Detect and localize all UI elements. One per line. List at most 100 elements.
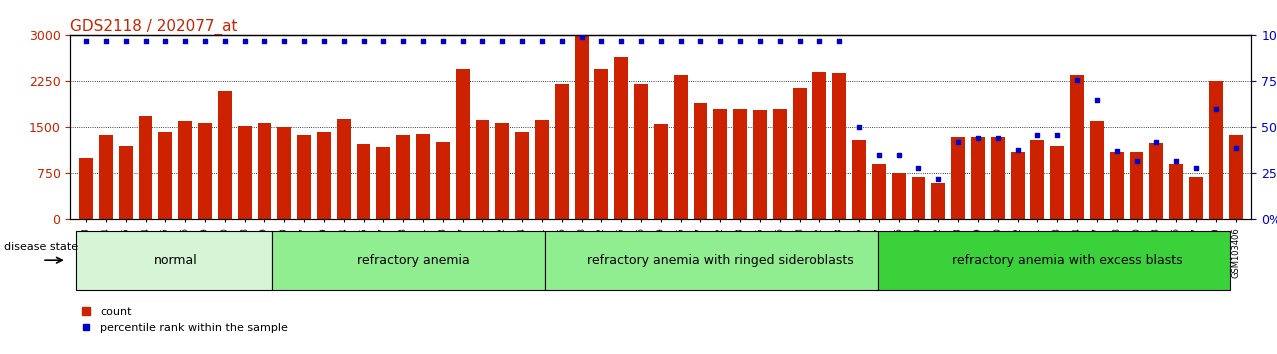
Point bbox=[314, 38, 335, 44]
Bar bbox=[872, 164, 886, 219]
Point bbox=[1166, 158, 1186, 164]
Point bbox=[1147, 139, 1167, 145]
Bar bbox=[396, 135, 410, 219]
Point bbox=[215, 38, 235, 44]
Point bbox=[373, 38, 393, 44]
Bar bbox=[912, 177, 926, 219]
Point bbox=[235, 38, 255, 44]
Bar bbox=[1228, 135, 1243, 219]
Point bbox=[691, 38, 711, 44]
Text: refractory anemia: refractory anemia bbox=[356, 254, 470, 267]
Bar bbox=[951, 137, 965, 219]
Text: GDS2118 / 202077_at: GDS2118 / 202077_at bbox=[70, 19, 238, 35]
Bar bbox=[475, 120, 489, 219]
Bar bbox=[1091, 121, 1103, 219]
Bar bbox=[435, 142, 450, 219]
Point bbox=[651, 38, 672, 44]
Point bbox=[789, 38, 810, 44]
Point bbox=[948, 139, 968, 145]
Bar bbox=[852, 140, 866, 219]
Point bbox=[354, 38, 374, 44]
Point bbox=[472, 38, 493, 44]
Point bbox=[433, 38, 453, 44]
Bar bbox=[1050, 146, 1064, 219]
Bar bbox=[456, 69, 470, 219]
Point bbox=[829, 38, 849, 44]
Bar bbox=[891, 173, 905, 219]
Bar bbox=[635, 85, 647, 219]
Bar bbox=[793, 87, 807, 219]
Point bbox=[1027, 132, 1047, 138]
Point bbox=[571, 34, 591, 40]
Bar bbox=[416, 134, 430, 219]
Point bbox=[631, 38, 651, 44]
Point bbox=[175, 38, 195, 44]
Point bbox=[96, 38, 116, 44]
FancyBboxPatch shape bbox=[272, 231, 545, 290]
Bar bbox=[654, 124, 668, 219]
Point bbox=[1205, 106, 1226, 112]
Point bbox=[115, 38, 135, 44]
Bar bbox=[1110, 152, 1124, 219]
Bar bbox=[1189, 177, 1203, 219]
Bar bbox=[773, 109, 787, 219]
Point bbox=[770, 38, 790, 44]
Bar bbox=[753, 110, 767, 219]
Point bbox=[1186, 165, 1207, 171]
Bar bbox=[971, 137, 985, 219]
Bar bbox=[1149, 143, 1163, 219]
Bar bbox=[595, 69, 608, 219]
FancyBboxPatch shape bbox=[877, 231, 1230, 290]
Bar bbox=[812, 72, 826, 219]
Point bbox=[333, 38, 354, 44]
Bar bbox=[1031, 140, 1045, 219]
Legend: count, percentile rank within the sample: count, percentile rank within the sample bbox=[75, 303, 292, 337]
Bar bbox=[198, 122, 212, 219]
Bar bbox=[1170, 164, 1183, 219]
Point bbox=[452, 38, 472, 44]
Point bbox=[195, 38, 216, 44]
Point bbox=[412, 38, 433, 44]
Point bbox=[908, 165, 928, 171]
Point bbox=[610, 38, 631, 44]
Bar bbox=[714, 109, 727, 219]
Bar bbox=[575, 35, 589, 219]
Point bbox=[1226, 145, 1246, 150]
Bar bbox=[693, 103, 707, 219]
FancyBboxPatch shape bbox=[77, 231, 272, 290]
Bar bbox=[139, 116, 152, 219]
Bar bbox=[298, 135, 312, 219]
Bar bbox=[277, 127, 291, 219]
Point bbox=[531, 38, 552, 44]
Point bbox=[987, 136, 1008, 141]
Point bbox=[1008, 147, 1028, 152]
Text: refractory anemia with excess blasts: refractory anemia with excess blasts bbox=[951, 254, 1183, 267]
Point bbox=[512, 38, 533, 44]
Bar bbox=[1209, 81, 1222, 219]
Bar bbox=[356, 144, 370, 219]
Point bbox=[1047, 132, 1068, 138]
Point bbox=[552, 38, 572, 44]
Point bbox=[591, 38, 612, 44]
Bar bbox=[238, 126, 252, 219]
Point bbox=[889, 152, 909, 158]
Bar bbox=[79, 158, 93, 219]
Text: refractory anemia with ringed sideroblasts: refractory anemia with ringed sideroblas… bbox=[587, 254, 854, 267]
Point bbox=[1126, 158, 1147, 164]
Bar bbox=[515, 132, 529, 219]
Bar bbox=[1130, 152, 1143, 219]
FancyBboxPatch shape bbox=[545, 231, 877, 290]
Bar bbox=[100, 135, 112, 219]
Point bbox=[750, 38, 770, 44]
Point bbox=[1106, 149, 1126, 154]
Point bbox=[492, 38, 512, 44]
Bar bbox=[158, 132, 172, 219]
Bar bbox=[218, 91, 231, 219]
Point bbox=[670, 38, 691, 44]
Point bbox=[868, 152, 889, 158]
Point bbox=[393, 38, 414, 44]
Bar bbox=[1010, 152, 1024, 219]
Point bbox=[275, 38, 295, 44]
Point bbox=[810, 38, 830, 44]
Bar bbox=[119, 146, 133, 219]
